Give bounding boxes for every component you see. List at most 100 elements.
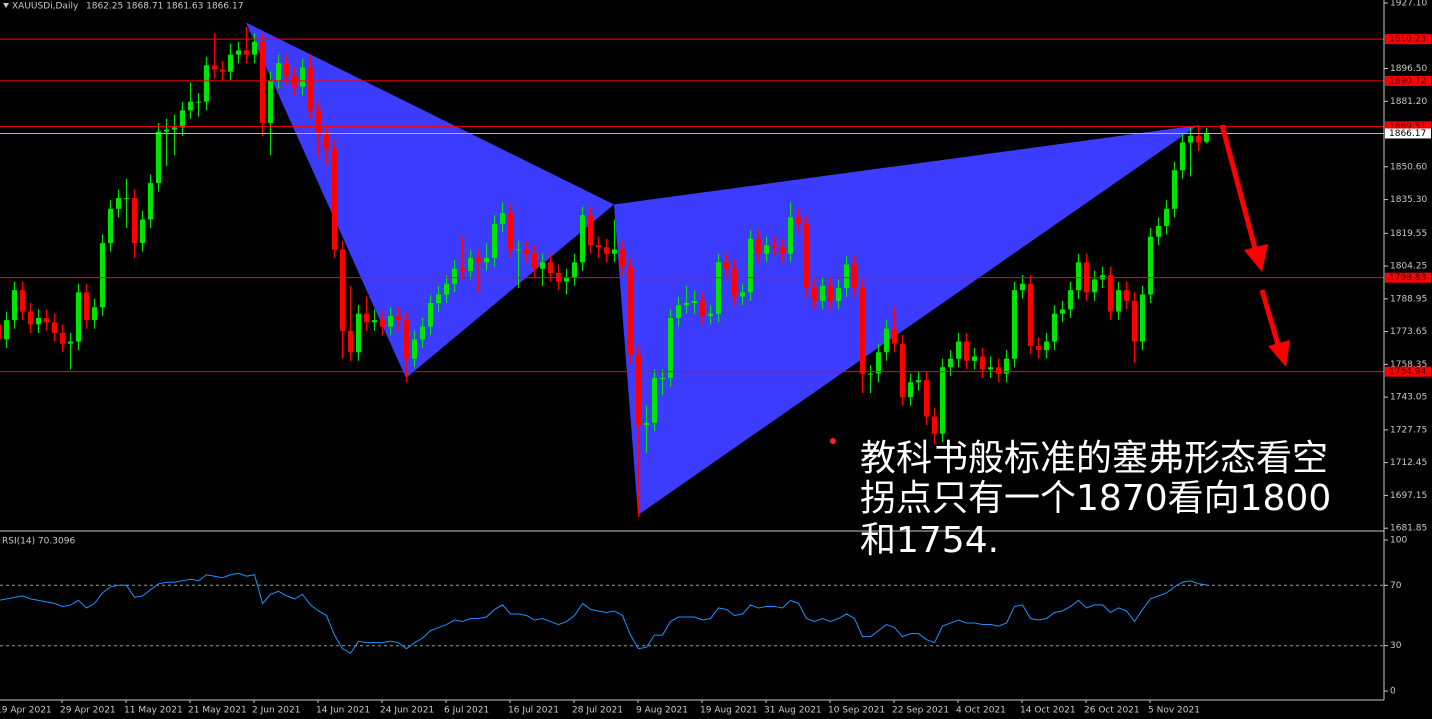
candle-body bbox=[772, 245, 777, 248]
candle-body bbox=[1204, 133, 1209, 142]
candle-body bbox=[1060, 309, 1065, 314]
candle-body bbox=[132, 198, 137, 244]
candle-body bbox=[628, 266, 633, 355]
menu-icon bbox=[3, 3, 9, 8]
candle-body bbox=[1132, 300, 1137, 342]
candle-body bbox=[1068, 290, 1073, 310]
candle-body bbox=[1172, 170, 1177, 209]
candle-body bbox=[924, 380, 929, 417]
candle-body bbox=[0, 324, 1, 340]
candle-body bbox=[1028, 283, 1033, 346]
candle-body bbox=[660, 377, 665, 379]
candle-body bbox=[980, 356, 985, 370]
level-label: 1798.83 bbox=[1389, 273, 1426, 283]
candle-body bbox=[572, 262, 577, 278]
candle-body bbox=[244, 50, 249, 55]
candle-body bbox=[652, 377, 657, 423]
candle-body bbox=[116, 198, 121, 209]
candle-body bbox=[300, 67, 305, 87]
bullet bbox=[830, 438, 836, 444]
x-tick-label: 21 May 2021 bbox=[188, 706, 247, 716]
candle-body bbox=[636, 354, 641, 426]
candle-body bbox=[940, 367, 945, 434]
candle-body bbox=[284, 63, 289, 77]
candle-body bbox=[108, 208, 113, 244]
level-label-box bbox=[1385, 34, 1431, 45]
candle-body bbox=[356, 313, 361, 353]
candle-body bbox=[804, 223, 809, 289]
candle-body bbox=[404, 320, 409, 359]
candle-body bbox=[1140, 294, 1145, 342]
candle-body bbox=[1148, 236, 1153, 295]
candle-body bbox=[852, 264, 857, 289]
candle-body bbox=[1124, 290, 1129, 301]
candle-body bbox=[676, 305, 681, 318]
level-label: 1910.23 bbox=[1389, 35, 1426, 45]
candle-body bbox=[988, 367, 993, 370]
candle-body bbox=[1164, 208, 1169, 226]
level-label: 1890.72 bbox=[1389, 76, 1426, 86]
candle-body bbox=[436, 294, 441, 304]
candle-body bbox=[500, 213, 505, 224]
candle-body bbox=[212, 65, 217, 70]
candle-body bbox=[396, 315, 401, 321]
candle-body bbox=[268, 80, 273, 124]
y-tick-label: 1727.75 bbox=[1390, 425, 1427, 435]
candle-body bbox=[612, 249, 617, 254]
candle-body bbox=[1044, 341, 1049, 351]
candle-body bbox=[820, 285, 825, 301]
candle-body bbox=[84, 292, 89, 321]
y-tick-label: 1850.60 bbox=[1390, 162, 1427, 172]
y-tick-label: 1743.05 bbox=[1390, 393, 1427, 403]
arrow-head bbox=[1268, 340, 1290, 367]
candle-body bbox=[812, 288, 817, 301]
candle-body bbox=[1116, 290, 1121, 312]
x-tick-label: 10 Sep 2021 bbox=[828, 706, 885, 716]
candle-body bbox=[732, 268, 737, 297]
x-tick-label: 11 May 2021 bbox=[124, 706, 183, 716]
annotation-line: 教科书般标准的塞弗形态看空 bbox=[860, 438, 1328, 479]
symbol: XAUUSDi,Daily bbox=[12, 2, 79, 12]
candle-body bbox=[524, 249, 529, 254]
candle-body bbox=[1004, 358, 1009, 374]
y-tick-label: 1804.25 bbox=[1390, 262, 1427, 272]
candle-body bbox=[1196, 135, 1201, 143]
candle-body bbox=[708, 313, 713, 316]
candle-body bbox=[796, 217, 801, 224]
level-label: 1869.51 bbox=[1389, 122, 1426, 132]
candle-body bbox=[892, 328, 897, 344]
annotation-line: 拐点只有一个1870看向1800 bbox=[860, 478, 1331, 519]
candle-body bbox=[172, 127, 177, 130]
y-tick-label: 100 bbox=[1390, 536, 1407, 546]
candle-body bbox=[596, 245, 601, 248]
candle-body bbox=[92, 307, 97, 321]
arrow-head bbox=[1244, 244, 1268, 272]
rsi-line bbox=[0, 572, 1207, 654]
y-tick-label: 1819.55 bbox=[1390, 229, 1427, 239]
candle-body bbox=[1188, 135, 1193, 143]
x-tick-label: 6 Jul 2021 bbox=[444, 706, 489, 716]
candle-body bbox=[308, 67, 313, 111]
candle-body bbox=[748, 238, 753, 293]
candle-body bbox=[348, 330, 353, 353]
y-tick-label: 70 bbox=[1390, 581, 1402, 591]
level-label: 1754.94 bbox=[1389, 367, 1426, 377]
candle-body bbox=[340, 249, 345, 331]
candle-body bbox=[836, 288, 841, 301]
candle-body bbox=[260, 41, 265, 124]
candle-body bbox=[1012, 290, 1017, 359]
candle-body bbox=[900, 343, 905, 398]
candle-body bbox=[316, 110, 321, 134]
ohlc: 1862.25 1868.71 1861.63 1866.17 bbox=[86, 2, 243, 12]
arrow bbox=[1259, 289, 1282, 349]
candle-body bbox=[388, 315, 393, 327]
harmonic-pattern bbox=[614, 125, 1198, 516]
harmonic-pattern bbox=[246, 22, 614, 378]
candle-body bbox=[564, 277, 569, 282]
candle-body bbox=[20, 290, 25, 312]
candle-body bbox=[548, 262, 553, 274]
candle-body bbox=[492, 223, 497, 259]
candle-body bbox=[1108, 275, 1113, 312]
